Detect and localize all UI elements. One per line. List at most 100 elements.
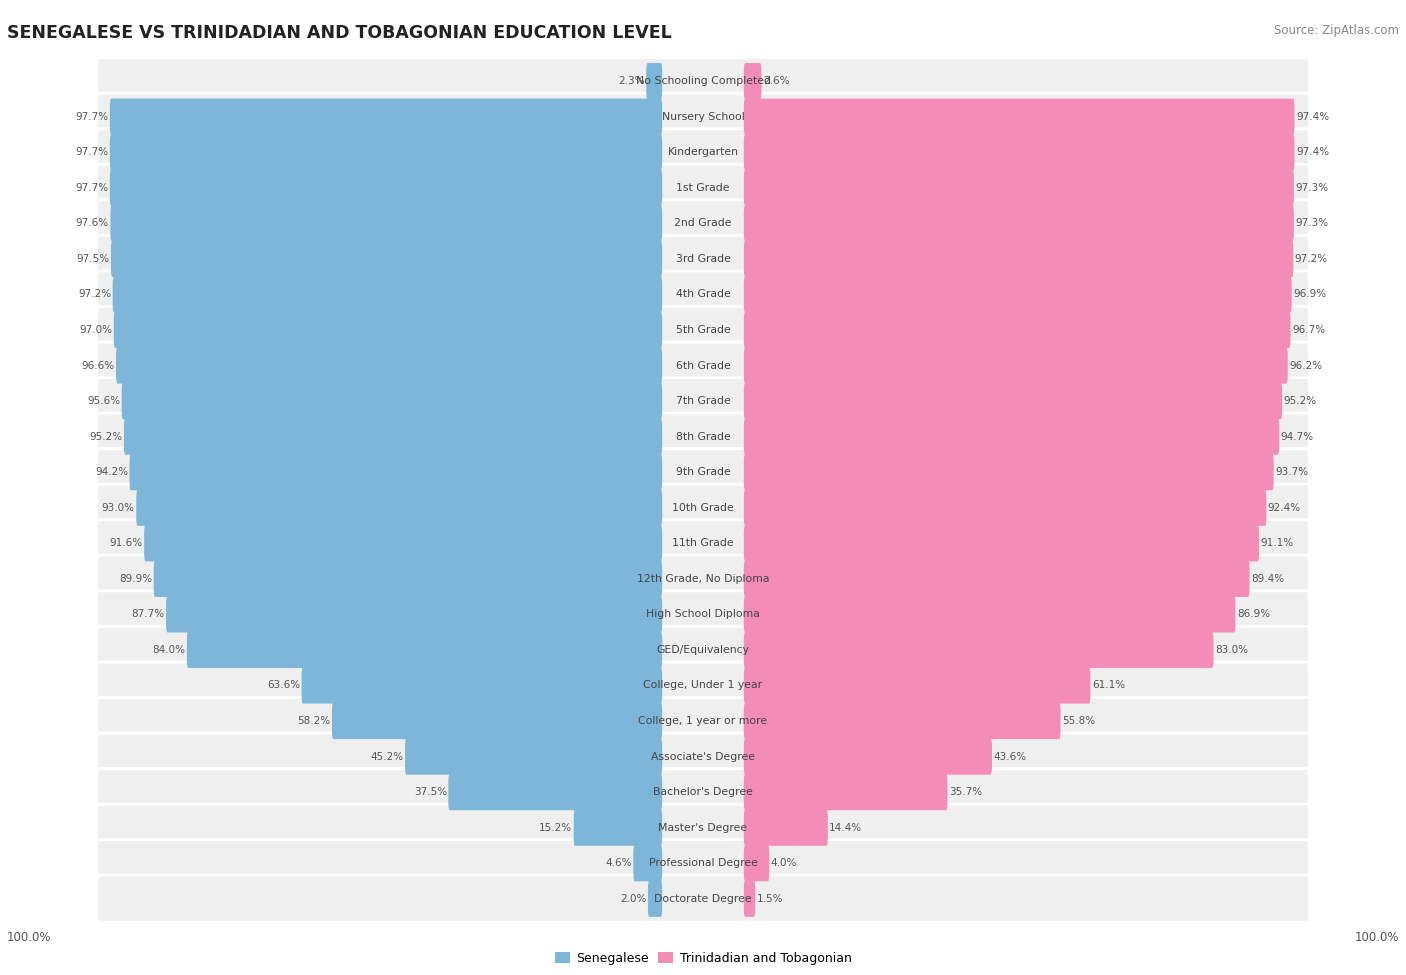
- Text: 61.1%: 61.1%: [1092, 681, 1125, 690]
- FancyBboxPatch shape: [744, 738, 993, 775]
- FancyBboxPatch shape: [744, 135, 1295, 171]
- FancyBboxPatch shape: [633, 845, 662, 881]
- FancyBboxPatch shape: [97, 627, 1309, 674]
- FancyBboxPatch shape: [117, 347, 662, 383]
- Text: 94.7%: 94.7%: [1281, 432, 1315, 442]
- FancyBboxPatch shape: [114, 312, 662, 348]
- Text: 2.6%: 2.6%: [763, 76, 789, 86]
- Text: 97.3%: 97.3%: [1295, 218, 1329, 228]
- Text: 55.8%: 55.8%: [1062, 716, 1095, 726]
- Text: 8th Grade: 8th Grade: [676, 432, 730, 442]
- FancyBboxPatch shape: [97, 662, 1309, 709]
- FancyBboxPatch shape: [97, 839, 1309, 886]
- FancyBboxPatch shape: [744, 205, 1294, 242]
- FancyBboxPatch shape: [111, 205, 662, 242]
- Text: 84.0%: 84.0%: [152, 644, 186, 655]
- FancyBboxPatch shape: [110, 170, 662, 206]
- Text: Bachelor's Degree: Bachelor's Degree: [652, 787, 754, 798]
- FancyBboxPatch shape: [744, 454, 1274, 490]
- Text: 2.3%: 2.3%: [619, 76, 645, 86]
- FancyBboxPatch shape: [97, 591, 1309, 638]
- Text: 95.2%: 95.2%: [1284, 396, 1317, 406]
- Text: Doctorate Degree: Doctorate Degree: [654, 894, 752, 904]
- FancyBboxPatch shape: [97, 520, 1309, 566]
- Text: 35.7%: 35.7%: [949, 787, 983, 798]
- FancyBboxPatch shape: [97, 58, 1309, 104]
- Text: 91.1%: 91.1%: [1261, 538, 1294, 548]
- FancyBboxPatch shape: [744, 561, 1250, 597]
- FancyBboxPatch shape: [97, 804, 1309, 851]
- FancyBboxPatch shape: [744, 347, 1288, 383]
- FancyBboxPatch shape: [97, 377, 1309, 424]
- FancyBboxPatch shape: [744, 774, 948, 810]
- Text: Kindergarten: Kindergarten: [668, 147, 738, 157]
- FancyBboxPatch shape: [110, 135, 662, 171]
- Text: 95.6%: 95.6%: [87, 396, 120, 406]
- Text: 96.9%: 96.9%: [1294, 290, 1326, 299]
- FancyBboxPatch shape: [405, 738, 662, 775]
- FancyBboxPatch shape: [648, 880, 662, 916]
- Text: 43.6%: 43.6%: [994, 752, 1026, 761]
- Text: 89.4%: 89.4%: [1251, 574, 1284, 584]
- Text: Professional Degree: Professional Degree: [648, 858, 758, 868]
- Text: 4th Grade: 4th Grade: [676, 290, 730, 299]
- FancyBboxPatch shape: [97, 697, 1309, 745]
- Text: 97.4%: 97.4%: [1296, 112, 1329, 122]
- Text: 96.6%: 96.6%: [82, 361, 114, 370]
- FancyBboxPatch shape: [744, 489, 1267, 526]
- Text: 14.4%: 14.4%: [830, 823, 862, 833]
- FancyBboxPatch shape: [744, 632, 1213, 668]
- Text: 96.7%: 96.7%: [1292, 325, 1326, 335]
- Text: 94.2%: 94.2%: [94, 467, 128, 477]
- Text: 86.9%: 86.9%: [1237, 609, 1270, 619]
- Text: 95.2%: 95.2%: [89, 432, 122, 442]
- Text: 97.2%: 97.2%: [77, 290, 111, 299]
- Legend: Senegalese, Trinidadian and Tobagonian: Senegalese, Trinidadian and Tobagonian: [550, 947, 856, 970]
- Text: Associate's Degree: Associate's Degree: [651, 752, 755, 761]
- Text: 1.5%: 1.5%: [756, 894, 783, 904]
- FancyBboxPatch shape: [744, 809, 828, 845]
- FancyBboxPatch shape: [166, 597, 662, 633]
- FancyBboxPatch shape: [744, 383, 1282, 419]
- Text: GED/Equivalency: GED/Equivalency: [657, 644, 749, 655]
- Text: 100.0%: 100.0%: [1354, 931, 1399, 945]
- FancyBboxPatch shape: [97, 342, 1309, 389]
- FancyBboxPatch shape: [744, 597, 1236, 633]
- Text: 2.0%: 2.0%: [620, 894, 647, 904]
- Text: 93.7%: 93.7%: [1275, 467, 1309, 477]
- Text: 89.9%: 89.9%: [120, 574, 152, 584]
- FancyBboxPatch shape: [744, 418, 1279, 454]
- FancyBboxPatch shape: [97, 733, 1309, 780]
- Text: 11th Grade: 11th Grade: [672, 538, 734, 548]
- FancyBboxPatch shape: [136, 489, 662, 526]
- Text: High School Diploma: High School Diploma: [647, 609, 759, 619]
- Text: 97.6%: 97.6%: [76, 218, 108, 228]
- Text: 15.2%: 15.2%: [538, 823, 572, 833]
- FancyBboxPatch shape: [110, 98, 662, 135]
- Text: 58.2%: 58.2%: [297, 716, 330, 726]
- FancyBboxPatch shape: [97, 235, 1309, 283]
- Text: 100.0%: 100.0%: [7, 931, 52, 945]
- Text: No Schooling Completed: No Schooling Completed: [636, 76, 770, 86]
- Text: Nursery School: Nursery School: [662, 112, 744, 122]
- Text: 4.6%: 4.6%: [606, 858, 631, 868]
- FancyBboxPatch shape: [744, 98, 1295, 135]
- Text: 7th Grade: 7th Grade: [676, 396, 730, 406]
- Text: SENEGALESE VS TRINIDADIAN AND TOBAGONIAN EDUCATION LEVEL: SENEGALESE VS TRINIDADIAN AND TOBAGONIAN…: [7, 24, 672, 42]
- FancyBboxPatch shape: [112, 276, 662, 313]
- Text: College, Under 1 year: College, Under 1 year: [644, 681, 762, 690]
- Text: 97.3%: 97.3%: [1295, 182, 1329, 193]
- FancyBboxPatch shape: [97, 448, 1309, 495]
- FancyBboxPatch shape: [744, 526, 1258, 562]
- Text: 96.2%: 96.2%: [1289, 361, 1323, 370]
- FancyBboxPatch shape: [744, 312, 1291, 348]
- FancyBboxPatch shape: [301, 667, 662, 704]
- FancyBboxPatch shape: [449, 774, 662, 810]
- Text: 91.6%: 91.6%: [110, 538, 142, 548]
- Text: 93.0%: 93.0%: [101, 503, 135, 513]
- FancyBboxPatch shape: [647, 63, 662, 99]
- FancyBboxPatch shape: [97, 768, 1309, 815]
- Text: 37.5%: 37.5%: [413, 787, 447, 798]
- FancyBboxPatch shape: [153, 561, 662, 597]
- FancyBboxPatch shape: [187, 632, 662, 668]
